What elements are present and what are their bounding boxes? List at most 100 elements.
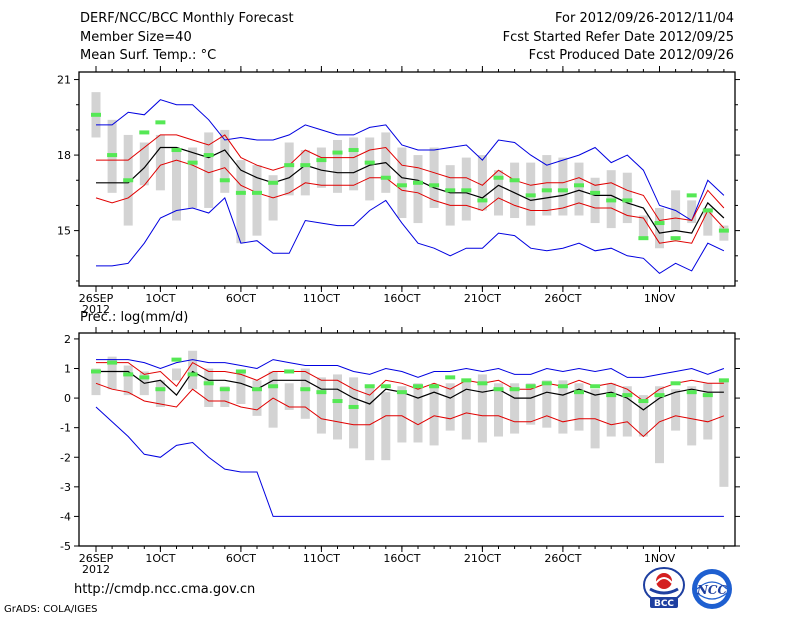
precip-ytick-label: 2 [64,333,71,346]
temp-median-mark [235,190,246,195]
precip-xtick-label: 16OCT [383,552,420,565]
precip-median-mark [332,399,343,404]
temp-mean-line [96,146,725,234]
temp-median-mark [348,148,359,153]
precip-median-mark [316,390,327,395]
precip-ytick-label: 1 [64,363,71,376]
temp-median-mark [590,190,601,195]
precip-box [300,368,310,419]
temp-box [155,134,165,191]
precip-xtick-label: 26SEP [79,552,114,565]
precip-median-mark [300,387,311,392]
temp-box [300,150,310,196]
forecast-produced-date: Fcst Produced Date 2012/09/26 [528,48,734,63]
precip-box [574,383,584,431]
precip-median-mark [235,369,246,374]
temp-median-mark [107,153,118,158]
temp-std-low-line [95,159,725,244]
temp-box [719,225,729,241]
temp-ytick-label: 21 [57,74,71,87]
precip-median-mark [91,369,101,374]
temp-median-mark [155,120,166,125]
temp-median-mark [638,236,649,241]
precip-box [204,368,214,407]
precip-box [316,377,326,434]
precip-median-mark [718,378,729,383]
precip-xtick-label: 1OCT [145,552,175,565]
precip-xtick-label: 1NOV [644,552,676,565]
precip-std-low-line [95,382,725,438]
temp-median-mark [203,153,214,158]
chart-title: DERF/NCC/BCC Monthly Forecast [80,11,294,26]
precip-median-mark [702,393,713,398]
temp-box [316,147,326,188]
temp-xtick-label: 16OCT [383,292,420,305]
temp-box [236,160,246,244]
temp-xtick-label: 21OCT [464,292,501,305]
precip-median-mark [123,372,134,377]
temp-box [172,150,181,221]
precip-box [494,383,503,437]
precip-median-mark [187,372,198,377]
temp-box [252,165,262,236]
precip-box [477,374,487,443]
temp-box [139,142,149,186]
variable-label: Mean Surf. Temp.: °C [80,48,217,63]
precip-box [188,350,198,390]
temp-median-mark [396,183,407,188]
temp-box [655,207,664,249]
temp-median-mark [557,188,568,193]
precip-box [461,380,471,440]
precip-median-mark [155,387,166,392]
temp-ytick-label: 15 [57,225,71,238]
precip-panel-label: Prec.: log(mm/d) [80,310,189,325]
precip-median-mark [252,387,262,392]
precip-ytick-label: 0 [64,392,71,405]
temp-ytick-label: 18 [57,149,71,162]
precip-ytick-label: -1 [60,422,71,435]
precip-box [703,383,713,440]
temp-xtick-label: 26SEP [79,292,114,305]
precip-ytick-label: -2 [60,451,71,464]
temp-xtick-label: 1NOV [644,292,676,305]
precip-median-mark [477,381,488,386]
temp-median-mark [332,150,343,155]
temp-box [365,137,375,201]
precip-box [381,392,391,461]
precip-median-mark [590,384,601,389]
temp-median-mark [509,178,520,183]
precip-frame [78,332,736,547]
temp-median-mark [380,175,391,180]
precip-median-mark [557,384,568,389]
precip-median-mark [380,384,391,389]
precip-box [526,383,536,425]
temp-box [687,200,697,224]
precip-xtick-label: 26OCT [544,552,581,565]
precip-box [542,380,552,428]
precip-median-mark [268,384,279,389]
temp-median-mark [300,163,311,168]
precip-box [606,383,616,437]
temp-box [590,177,600,224]
precip-median-mark [525,384,536,389]
precip-min-line [95,406,724,517]
precip-box [220,386,230,407]
precip-median-mark [364,384,375,389]
bcc-logo-text: BCC [654,599,674,609]
precip-box [284,383,294,410]
bcc-logo: BCC [643,567,685,609]
precip-box [333,374,342,440]
temp-median-mark [91,112,101,117]
temp-xtick-label: 6OCT [226,292,256,305]
precip-std-high-line [96,361,724,402]
temp-median-mark [541,188,552,193]
precip-median-mark [606,393,617,398]
temp-median-mark [477,198,488,203]
grads-credit: GrADS: COLA/IGES [4,604,98,615]
temp-box [494,170,503,216]
precip-box [236,371,246,404]
source-url[interactable]: http://cmdp.ncc.cma.gov.cn [74,582,256,597]
temp-median-mark [364,160,375,165]
precip-box [268,371,278,428]
